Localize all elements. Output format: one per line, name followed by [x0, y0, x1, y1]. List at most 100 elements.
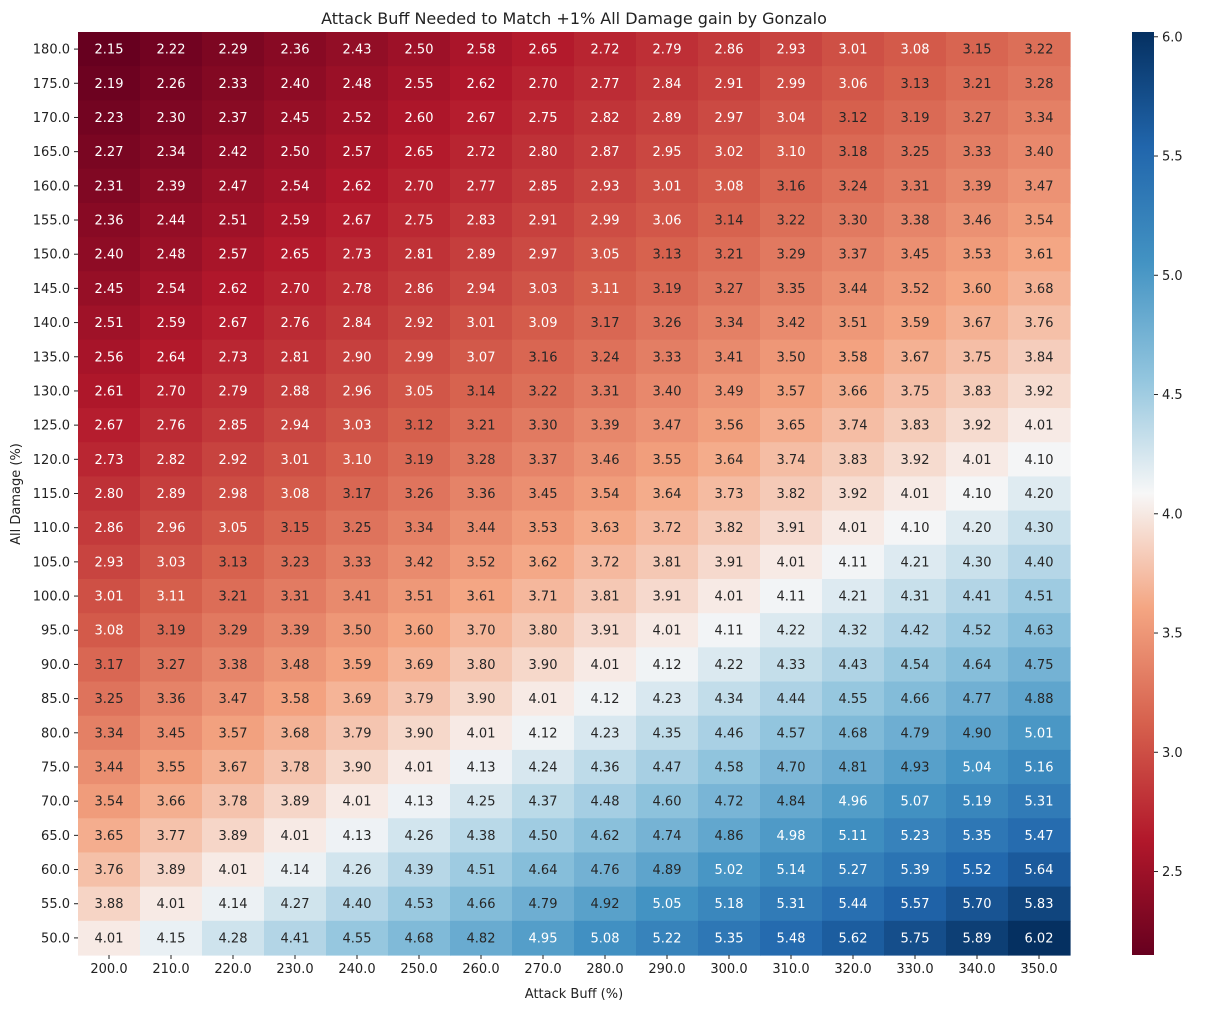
cell-value-label: 2.26: [157, 77, 186, 92]
cell-value-label: 5.27: [839, 863, 868, 878]
heatmap-cell: [822, 339, 885, 375]
heatmap-cell: [636, 818, 699, 854]
y-tick-label: 165.0: [33, 145, 70, 160]
heatmap-cell: [264, 134, 327, 170]
cell-value-label: 4.92: [591, 897, 620, 912]
heatmap-cell: [822, 544, 885, 580]
cell-value-label: 3.16: [529, 350, 558, 365]
cell-value-label: 2.75: [405, 214, 434, 229]
cell-value-label: 2.70: [529, 77, 558, 92]
heatmap-cell: [140, 168, 203, 204]
cell-value-label: 4.82: [467, 931, 496, 946]
heatmap-cell: [946, 920, 1009, 956]
cell-value-label: 3.67: [219, 760, 248, 775]
cell-value-label: 2.70: [281, 282, 310, 297]
heatmap-cell: [326, 373, 389, 409]
cell-value-label: 3.36: [157, 692, 186, 707]
heatmap-cell: [140, 373, 203, 409]
cell-value-label: 5.11: [839, 829, 868, 844]
cell-value-label: 4.88: [1025, 692, 1054, 707]
cell-value-label: 3.38: [219, 658, 248, 673]
heatmap-cell: [636, 305, 699, 341]
heatmap-cell: [450, 681, 513, 717]
heatmap-cell: [202, 168, 265, 204]
heatmap-cell: [574, 202, 637, 238]
heatmap-cell: [946, 578, 1009, 614]
heatmap-cell: [822, 134, 885, 170]
y-axis-label: All Damage (%): [9, 443, 24, 545]
cell-value-label: 2.70: [405, 179, 434, 194]
cell-value-label: 4.27: [281, 897, 310, 912]
heatmap-cell: [698, 168, 761, 204]
cell-value-label: 3.72: [591, 555, 620, 570]
cell-value-label: 4.79: [529, 897, 558, 912]
heatmap-cell: [884, 100, 947, 136]
cell-value-label: 3.13: [653, 248, 682, 263]
heatmap-cell: [326, 100, 389, 136]
cell-value-label: 3.34: [715, 316, 744, 331]
heatmap-cell: [1008, 852, 1071, 888]
heatmap-cell: [884, 681, 947, 717]
cell-value-label: 2.45: [95, 282, 124, 297]
heatmap-cell: [636, 442, 699, 478]
heatmap-cell: [698, 32, 761, 67]
cell-value-label: 2.79: [653, 43, 682, 58]
heatmap-cell: [884, 510, 947, 546]
heatmap-cell: [78, 920, 141, 956]
cell-value-label: 2.93: [591, 179, 620, 194]
cell-value-label: 4.11: [839, 555, 868, 570]
heatmap-cell: [574, 373, 637, 409]
cell-value-label: 4.10: [1025, 453, 1054, 468]
cell-value-label: 2.43: [343, 43, 372, 58]
heatmap-cell: [326, 818, 389, 854]
heatmap-cell: [1008, 749, 1071, 785]
cell-value-label: 3.18: [839, 145, 868, 160]
heatmap-cell: [388, 339, 451, 375]
heatmap-cell: [698, 66, 761, 101]
cell-value-label: 3.90: [405, 726, 434, 741]
heatmap-cell: [388, 100, 451, 136]
cell-value-label: 4.90: [963, 726, 992, 741]
heatmap-cell: [450, 749, 513, 785]
cell-value-label: 4.72: [715, 795, 744, 810]
cell-value-label: 3.83: [839, 453, 868, 468]
heatmap-cell: [636, 202, 699, 238]
heatmap-cell: [636, 749, 699, 785]
heatmap-cell: [326, 510, 389, 546]
cell-value-label: 3.91: [715, 555, 744, 570]
cell-value-label: 3.03: [529, 282, 558, 297]
heatmap-cell: [450, 818, 513, 854]
cell-value-label: 4.28: [219, 931, 248, 946]
cell-value-label: 3.68: [1025, 282, 1054, 297]
cell-value-label: 3.53: [529, 521, 558, 536]
heatmap-cell: [388, 544, 451, 580]
cell-value-label: 3.45: [529, 487, 558, 502]
heatmap-cell: [264, 886, 327, 922]
cell-value-label: 4.13: [343, 829, 372, 844]
cell-value-label: 2.91: [715, 77, 744, 92]
heatmap-cell: [202, 305, 265, 341]
heatmap-cell: [264, 339, 327, 375]
heatmap-cell: [1008, 100, 1071, 136]
heatmap-cell: [574, 442, 637, 478]
heatmap-cell: [884, 339, 947, 375]
cell-value-label: 5.16: [1025, 760, 1054, 775]
cell-value-label: 3.10: [343, 453, 372, 468]
heatmap-cell: [636, 784, 699, 819]
cell-value-label: 2.47: [219, 179, 248, 194]
x-tick-label: 330.0: [896, 962, 933, 977]
cell-value-label: 3.16: [777, 179, 806, 194]
heatmap-cell: [822, 100, 885, 136]
cell-value-label: 3.90: [529, 658, 558, 673]
heatmap-cell: [1008, 818, 1071, 854]
cell-value-label: 3.01: [653, 179, 682, 194]
cell-value-label: 2.81: [405, 248, 434, 263]
heatmap-cell: [512, 578, 575, 614]
heatmap-cell: [202, 408, 265, 443]
cell-value-label: 3.08: [715, 179, 744, 194]
cell-value-label: 5.44: [839, 897, 868, 912]
cell-value-label: 2.96: [343, 384, 372, 399]
heatmap-cell: [698, 647, 761, 683]
cell-value-label: 3.61: [467, 590, 496, 605]
cell-value-label: 3.49: [715, 384, 744, 399]
